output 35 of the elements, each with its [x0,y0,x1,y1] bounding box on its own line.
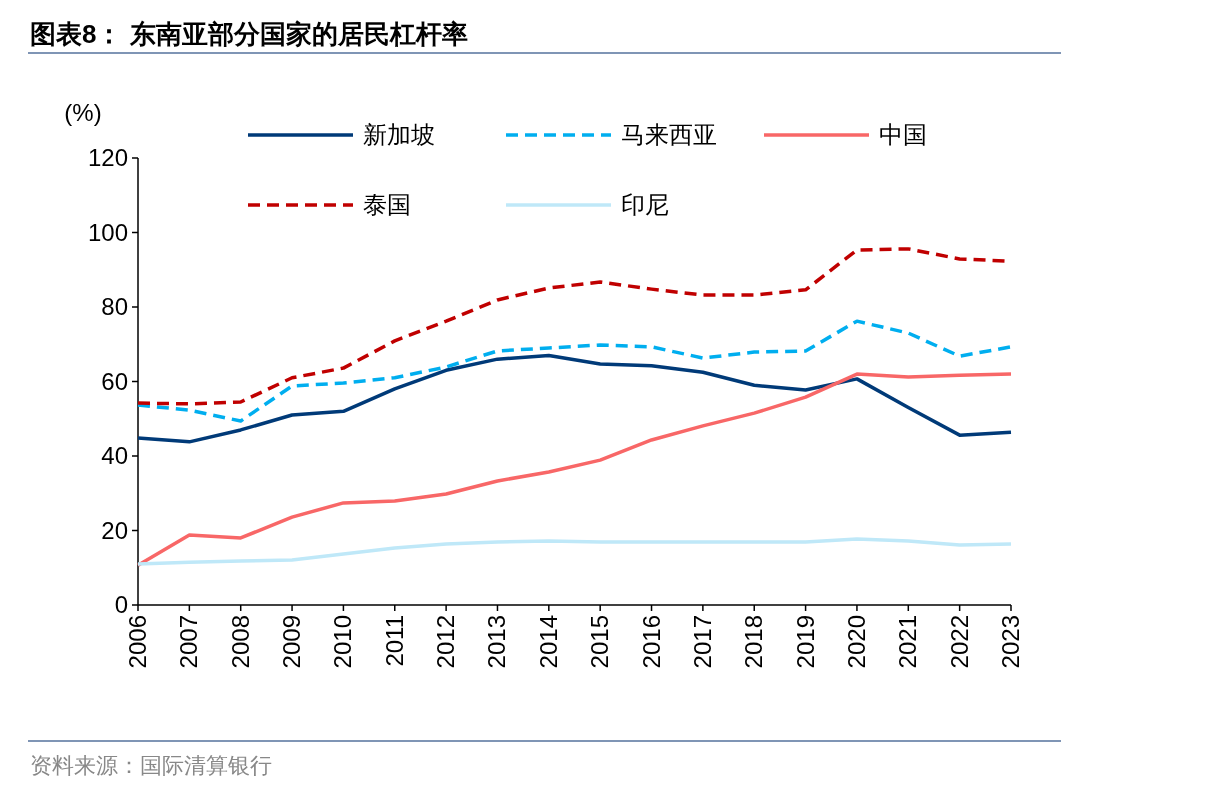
chart-title: 图表8： 东南亚部分国家的居民杠杆率 [30,19,468,49]
x-tick-label: 2019 [791,615,819,669]
x-tick-label: 2018 [740,615,768,669]
x-tick-label: 2013 [483,615,511,669]
y-tick-label: 100 [87,218,128,246]
x-tick-label: 2007 [175,615,203,669]
x-tick-label: 2020 [842,615,870,669]
x-tick-label: 2008 [226,615,254,669]
y-tick-label: 20 [101,516,128,544]
x-tick-label: 2022 [945,615,973,669]
text: 资料来源：国际清算银行 [30,753,272,778]
y-tick-label: 40 [101,442,128,470]
line-series [136,537,1013,566]
y-tick-label: 80 [101,293,128,321]
x-tick-label: 2021 [894,615,922,669]
x-tick-label: 2011 [380,615,408,667]
y-axis-title: (%) [64,99,102,126]
legend-label: 新加坡 [363,121,435,149]
x-tick-label: 2023 [997,615,1024,669]
x-tick-label: 2010 [329,615,357,669]
y-tick-label: 120 [87,144,128,172]
legend-label: 泰国 [363,191,411,219]
y-tick-label: 60 [101,367,128,395]
x-tick-label: 2016 [637,615,665,669]
legend-label: 印尼 [621,191,669,219]
x-tick-label: 2017 [688,615,716,669]
x-tick-label: 2009 [278,615,306,669]
x-tick-label: 2012 [432,615,460,669]
legend-label: 马来西亚 [621,121,717,149]
line-series [136,372,1013,567]
line-series [136,319,1013,423]
legend-label: 中国 [879,121,927,149]
x-tick-label: 2014 [534,615,562,669]
x-tick-label: 2015 [586,615,614,669]
line-series [136,353,1013,444]
